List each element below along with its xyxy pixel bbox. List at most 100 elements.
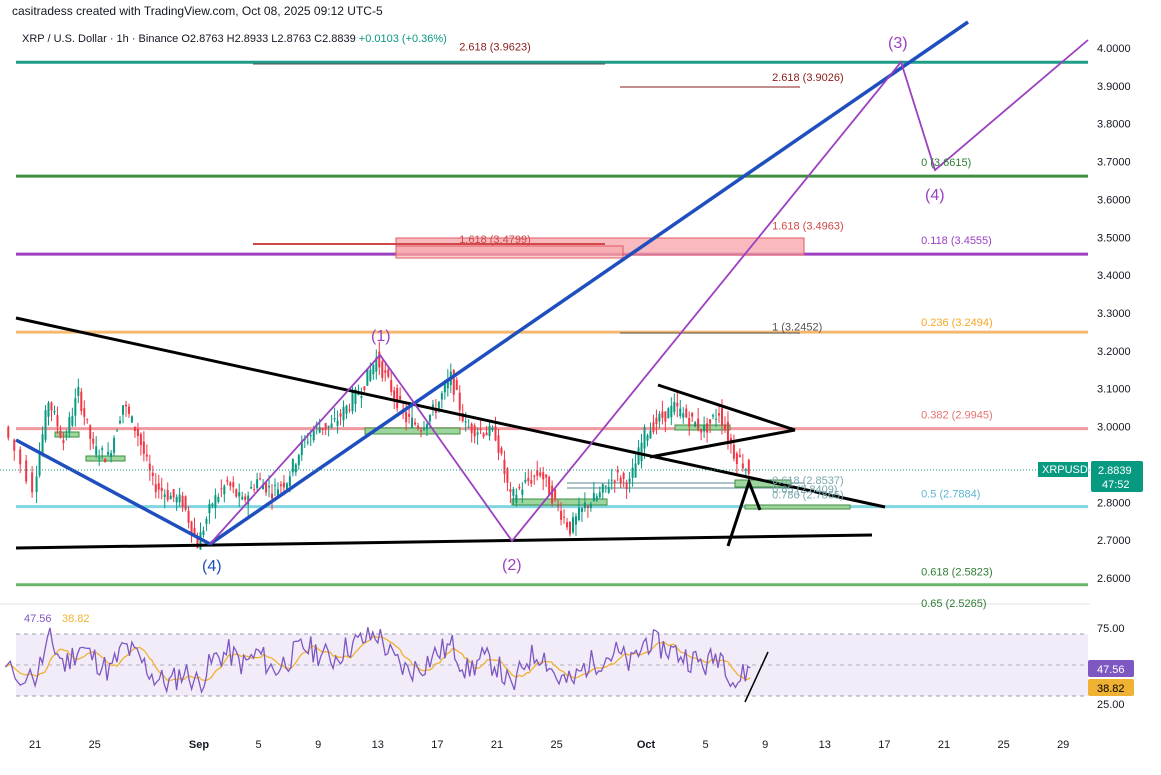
- candle-body: [187, 510, 190, 523]
- time-tick-7: 21: [491, 739, 503, 751]
- candle-body: [464, 421, 467, 423]
- time-axis[interactable]: 21 25 Sep 5 9 13 17 21 25 Oct 5 9 13 17 21 25 29: [29, 739, 1069, 751]
- candle-body: [342, 406, 345, 421]
- rsi-trendline: [744, 651, 769, 703]
- candle-body: [703, 425, 706, 432]
- time-tick-0: 21: [29, 739, 41, 751]
- candle-body: [560, 510, 563, 520]
- candle-body: [151, 472, 154, 476]
- candle-body: [628, 478, 631, 483]
- candle-body: [452, 370, 455, 395]
- candle-body: [336, 420, 339, 426]
- price-tick-7: 3.3000: [1097, 308, 1131, 320]
- time-tick-11: 9: [762, 739, 768, 751]
- candle-body: [405, 412, 408, 423]
- candle-body: [348, 409, 351, 411]
- candle-body: [262, 484, 265, 490]
- candle-body: [38, 453, 41, 476]
- candle-body: [166, 490, 169, 500]
- candle-body: [268, 486, 271, 488]
- candle-body: [25, 460, 28, 482]
- candle-body: [637, 447, 640, 465]
- candle-body: [440, 393, 443, 400]
- candle-body: [655, 417, 658, 425]
- candle-body: [709, 419, 712, 424]
- candle-body: [533, 475, 536, 477]
- candle-body: [515, 494, 518, 503]
- last-price-badge: XRPUSD 2.8839 47:52: [0, 461, 1143, 492]
- candle-body: [220, 488, 223, 490]
- candle-body: [732, 444, 735, 459]
- ohlc-open: O2.8763: [181, 33, 224, 45]
- fib-label-4: 1.618 (3.4963): [772, 221, 844, 233]
- candle-body: [294, 464, 297, 473]
- candle-body: [640, 442, 643, 462]
- candle-body: [497, 435, 500, 453]
- candle-body: [98, 457, 101, 459]
- candle-body: [458, 392, 461, 411]
- candle-body: [256, 479, 259, 489]
- candle-body: [539, 472, 542, 476]
- support-trendline: [15, 533, 873, 550]
- price-tick-4: 3.6000: [1097, 194, 1131, 206]
- candle-body: [694, 422, 697, 427]
- fib-label-13: 0.618 (2.5823): [921, 567, 993, 579]
- candle-body: [667, 408, 670, 419]
- rsi-pane: 47.56 38.82 75.00 25.00 47.56 38.82: [4, 613, 1134, 711]
- candle-body: [691, 412, 694, 417]
- candle-body: [250, 486, 253, 489]
- price-tick-3: 3.7000: [1097, 157, 1131, 169]
- candle-body: [130, 416, 133, 423]
- price-tick-5: 3.5000: [1097, 232, 1131, 244]
- candle-body: [387, 369, 390, 377]
- rsi-ma-badge: 38.82: [1097, 683, 1125, 695]
- candle-body: [610, 479, 613, 481]
- candle-body: [393, 390, 396, 399]
- candle-body: [89, 425, 92, 439]
- candle-body: [154, 484, 157, 493]
- candle-body: [279, 484, 282, 487]
- candle-body: [566, 522, 569, 528]
- candle-body: [437, 401, 440, 412]
- rsi-ma-value-header: 38.82: [62, 613, 90, 625]
- fib-label-10: 0.65 (2.8409): [772, 484, 837, 496]
- price-series: [7, 341, 750, 550]
- candle-body: [583, 502, 586, 508]
- candle-body: [744, 469, 747, 471]
- price-tick-0: 4.0000: [1097, 43, 1131, 55]
- symbol-name[interactable]: XRP / U.S. Dollar · 1h · Binance: [22, 33, 179, 45]
- candle-body: [113, 437, 116, 453]
- candle-body: [580, 507, 583, 512]
- candle-body: [747, 459, 750, 474]
- candle-body: [163, 494, 166, 497]
- time-tick-8: 25: [550, 739, 562, 751]
- bar-countdown: 47:52: [1102, 479, 1130, 491]
- price-axis[interactable]: 4.0000 3.9000 3.8000 3.7000 3.6000 3.5000 3.40…: [1097, 43, 1131, 585]
- candle-body: [425, 424, 428, 430]
- candle-body: [443, 383, 446, 393]
- candle-body: [124, 404, 127, 407]
- candle-body: [65, 434, 68, 436]
- candle-body: [122, 405, 125, 415]
- candle-body: [136, 429, 139, 437]
- candle-body: [488, 425, 491, 436]
- candle-body: [47, 402, 50, 417]
- candle-body: [300, 440, 303, 456]
- purple-wave-count: [209, 39, 1089, 545]
- candle-body: [446, 379, 449, 389]
- candle-body: [41, 434, 44, 454]
- candle-body: [530, 480, 533, 484]
- candle-body: [601, 484, 604, 493]
- fib-label-6: 1 (3.2452): [772, 322, 822, 334]
- price-tick-8: 3.2000: [1097, 346, 1131, 358]
- candle-body: [706, 423, 709, 433]
- candle-body: [74, 398, 77, 416]
- candle-body: [291, 459, 294, 473]
- candle-body: [524, 479, 527, 483]
- candle-body: [631, 467, 634, 479]
- candle-body: [80, 391, 83, 412]
- fib-label-12: 0.5 (2.7884): [921, 489, 980, 501]
- candle-body: [428, 415, 431, 422]
- candle-body: [723, 425, 726, 430]
